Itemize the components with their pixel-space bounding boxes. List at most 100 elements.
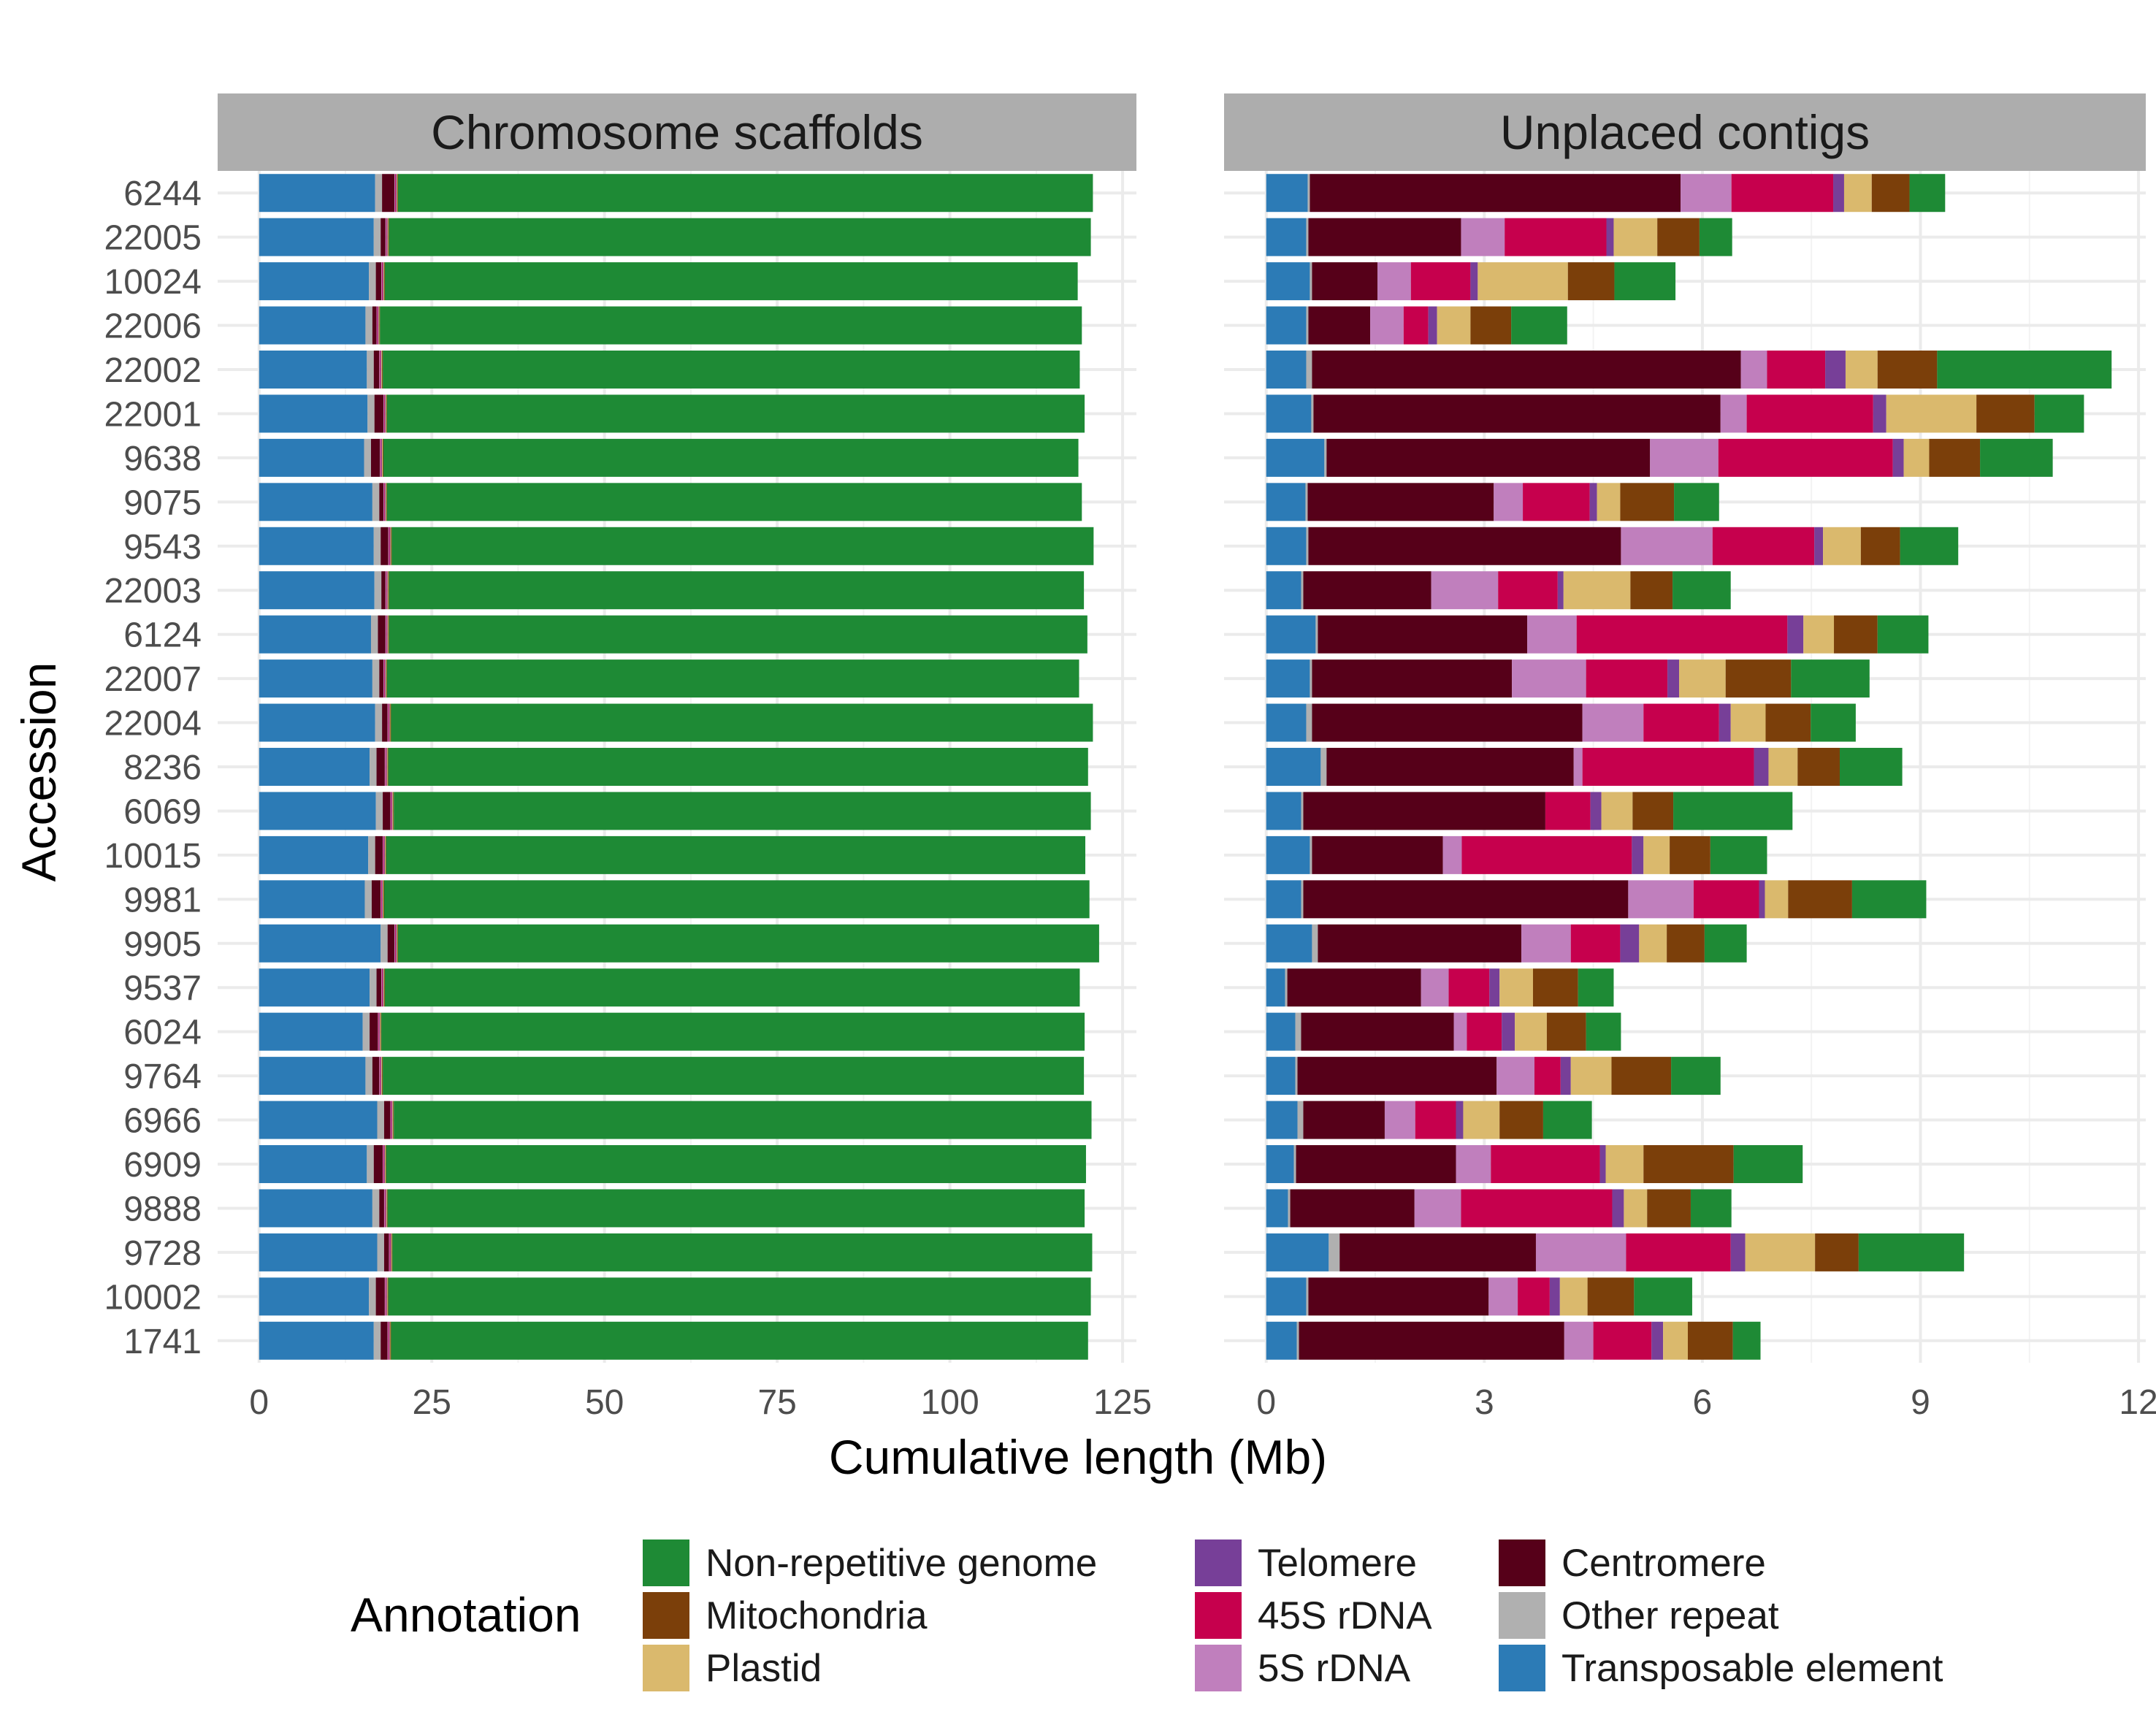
bar-segment-transposable-element-9638 — [259, 438, 364, 477]
bar-segment-other-repeat-10002 — [1306, 1277, 1309, 1316]
bar-segment-transposable-element-22001 — [259, 394, 368, 433]
bar-segment-telomere-9638 — [1892, 438, 1904, 477]
bar-segment-non-repetitive-genome-9764 — [1671, 1057, 1721, 1095]
bar-segment-plastid-22005 — [387, 218, 389, 256]
bar-segment-45s-rdna-22006 — [377, 306, 378, 345]
y-tick-label: 9638 — [123, 440, 202, 478]
bar-segment-telomere-22003 — [386, 571, 388, 610]
bar-segment-45s-rdna-9728 — [1626, 1233, 1731, 1271]
y-tick-label: 10015 — [104, 837, 202, 876]
bar-segment-other-repeat-9543 — [1306, 527, 1309, 565]
bar-segment-non-repetitive-genome-9905 — [1704, 924, 1747, 963]
bar-segment-centromere-9075 — [1307, 483, 1494, 521]
bar-segment-5s-rdna-6124 — [1527, 615, 1577, 654]
bar-segment-centromere-6244 — [382, 174, 395, 213]
bar-segment-5s-rdna-22005 — [1461, 218, 1505, 256]
bar-segment-non-repetitive-genome-22001 — [2034, 394, 2084, 433]
bar-segment-mitochondria-9075 — [386, 483, 387, 521]
y-tick-label: 6244 — [123, 175, 202, 213]
bar-segment-plastid-6909 — [1605, 1145, 1644, 1183]
bar-segment-non-repetitive-genome-22006 — [1511, 306, 1567, 345]
bar-segment-non-repetitive-genome-22003 — [1673, 571, 1731, 610]
bar-segment-5s-rdna-9764 — [1496, 1057, 1534, 1095]
bar-segment-plastid-22007 — [1679, 659, 1726, 698]
bar-segment-centromere-6909 — [1296, 1145, 1456, 1183]
bar-segment-mitochondria-6069 — [1632, 792, 1674, 830]
bar-segment-45s-rdna-9537 — [382, 968, 383, 1007]
bar-segment-plastid-22002 — [1845, 351, 1878, 389]
bar-segment-telomere-22007 — [1667, 659, 1680, 698]
bar-segment-other-repeat-22002 — [367, 351, 374, 389]
bar-segment-telomere-9905 — [396, 924, 397, 963]
bar-segment-centromere-22002 — [373, 351, 380, 389]
bar-segment-telomere-9075 — [384, 483, 386, 521]
bar-segment-mitochondria-9543 — [1860, 527, 1900, 565]
bar-segment-plastid-6069 — [1601, 792, 1633, 830]
bar-segment-45s-rdna-9888 — [384, 1189, 386, 1228]
bar-segment-45s-rdna-22002 — [1767, 351, 1826, 389]
legend-label-other-repeat: Other repeat — [1561, 1594, 1779, 1637]
bar-segment-5s-rdna-22007 — [383, 659, 384, 698]
bar-segment-mitochondria-22006 — [1470, 306, 1512, 345]
bar-segment-other-repeat-22002 — [1306, 351, 1312, 389]
bar-segment-telomere-22003 — [1557, 571, 1564, 610]
bar-segment-telomere-6069 — [1590, 792, 1602, 830]
bar-segment-non-repetitive-genome-8236 — [388, 748, 1088, 786]
bar-segment-5s-rdna-22001 — [383, 394, 384, 433]
legend-key-other-repeat — [1499, 1592, 1545, 1639]
bar-segment-plastid-22003 — [1563, 571, 1631, 610]
bar-segment-centromere-10024 — [375, 262, 382, 301]
bar-segment-other-repeat-6909 — [1293, 1145, 1296, 1183]
bar-segment-centromere-9905 — [1318, 924, 1522, 963]
bar-segment-centromere-9981 — [371, 880, 381, 919]
bar-segment-telomere-10015 — [383, 835, 385, 874]
y-tick-label: 10024 — [104, 263, 202, 302]
bar-segment-other-repeat-9075 — [1305, 483, 1308, 521]
y-tick-label: 9764 — [123, 1057, 202, 1096]
bar-segment-non-repetitive-genome-9638 — [383, 438, 1079, 477]
legend-label-non-repetitive-genome: Non-repetitive genome — [706, 1542, 1097, 1585]
y-ticks: 6244 22005 10024 22006 22002 22001 9638 9075 954… — [104, 175, 202, 1361]
bar-segment-mitochondria-10002 — [387, 1277, 389, 1316]
bar-segment-transposable-element-22004 — [1266, 703, 1307, 742]
bar-segment-telomere-6024 — [1502, 1012, 1515, 1051]
bar-segment-mitochondria-10002 — [1587, 1277, 1635, 1316]
bar-segment-transposable-element-6024 — [1266, 1012, 1296, 1051]
bar-segment-5s-rdna-6069 — [390, 792, 391, 830]
bar-segment-plastid-9764 — [1570, 1057, 1612, 1095]
bar-segment-other-repeat-22001 — [1311, 394, 1314, 433]
bar-segment-plastid-9981 — [1765, 880, 1789, 919]
bar-segment-plastid-9543 — [390, 527, 391, 565]
bar-segment-45s-rdna-9888 — [1461, 1189, 1613, 1228]
bar-segment-non-repetitive-genome-9075 — [1674, 483, 1719, 521]
bar-segment-telomere-6069 — [391, 792, 393, 830]
bar-segment-45s-rdna-22001 — [383, 394, 385, 433]
bar-segment-transposable-element-10015 — [1266, 835, 1310, 874]
x-tick-label: 100 — [921, 1383, 979, 1422]
bar-segment-mitochondria-9638 — [1929, 438, 1981, 477]
bar-segment-mitochondria-22004 — [1765, 703, 1811, 742]
bar-segment-5s-rdna-22006 — [1370, 306, 1404, 345]
bar-segment-45s-rdna-6069 — [1545, 792, 1591, 830]
bar-segment-45s-rdna-9981 — [1693, 880, 1759, 919]
bar-segment-telomere-8236 — [1754, 748, 1769, 786]
bar-segment-mitochondria-9537 — [1532, 968, 1578, 1007]
bar-segment-other-repeat-8236 — [370, 748, 377, 786]
bar-segment-5s-rdna-9537 — [1421, 968, 1449, 1007]
bar-segment-5s-rdna-22002 — [1740, 351, 1767, 389]
bar-segment-other-repeat-6244 — [1307, 174, 1310, 213]
bar-segment-non-repetitive-genome-10002 — [388, 1277, 1091, 1316]
bar-segment-45s-rdna-6124 — [1576, 615, 1788, 654]
legend-key-telomere — [1195, 1540, 1242, 1586]
bar-segment-plastid-6909 — [384, 1145, 386, 1183]
y-tick-label: 22003 — [104, 572, 202, 611]
bar-segment-centromere-10002 — [375, 1277, 385, 1316]
bar-segment-other-repeat-10002 — [369, 1277, 376, 1316]
bar-segment-plastid-9638 — [1903, 438, 1930, 477]
bar-segment-transposable-element-9888 — [259, 1189, 372, 1228]
bar-segment-non-repetitive-genome-22007 — [1791, 659, 1870, 698]
bar-segment-telomere-9764 — [1560, 1057, 1571, 1095]
bar-segment-mitochondria-10024 — [383, 262, 385, 301]
bar-segment-transposable-element-6069 — [259, 792, 376, 830]
bar-segment-plastid-6966 — [1463, 1101, 1500, 1139]
